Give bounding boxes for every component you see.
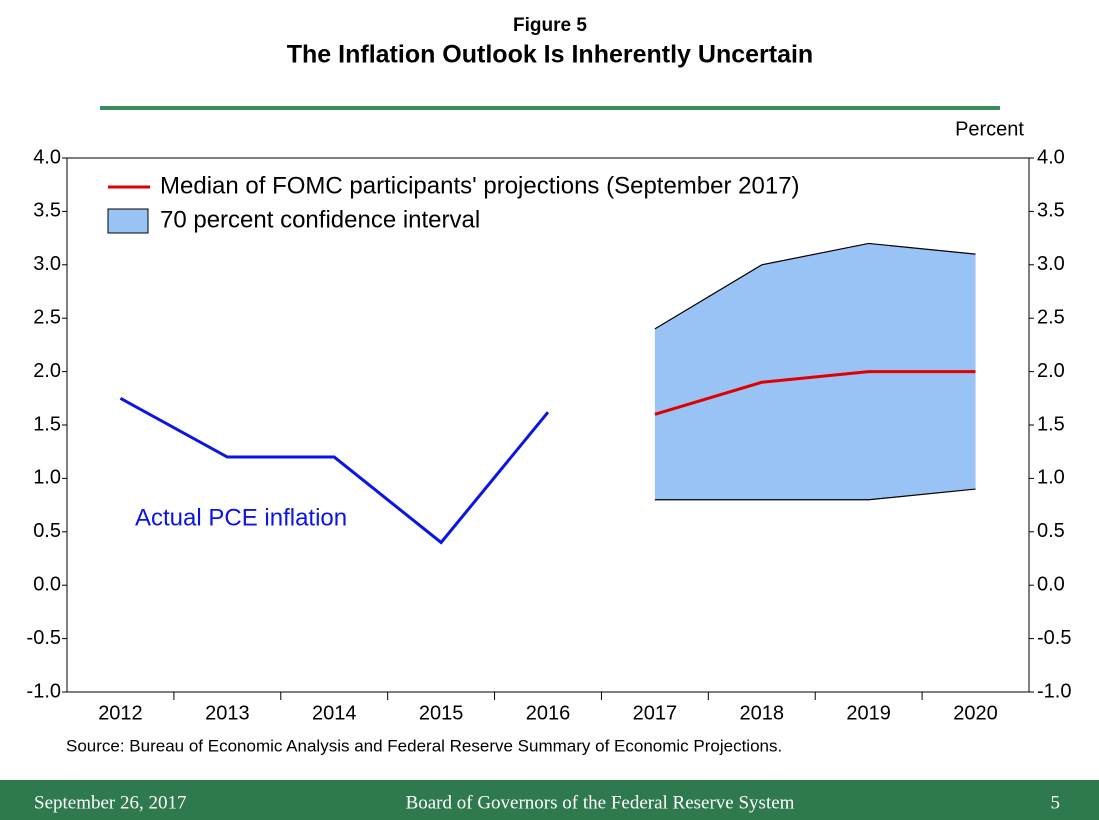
source-note: Source: Bureau of Economic Analysis and … xyxy=(66,736,782,755)
y-tick-label: 0.0 xyxy=(33,573,61,595)
y-tick-label: 0.5 xyxy=(33,520,61,542)
y2-tick-label: 1.0 xyxy=(1037,467,1065,489)
x-tick-label: 2015 xyxy=(419,702,464,724)
y-tick-label: 2.5 xyxy=(33,306,61,328)
footer-bar xyxy=(0,780,1099,820)
y2-tick-label: 1.5 xyxy=(1037,413,1065,435)
y2-tick-label: -0.5 xyxy=(1037,627,1071,649)
x-tick-label: 2020 xyxy=(953,702,998,724)
x-tick-label: 2018 xyxy=(740,702,785,724)
x-tick-label: 2016 xyxy=(526,702,571,724)
footer-date: September 26, 2017 xyxy=(34,792,187,813)
y2-tick-label: 2.5 xyxy=(1037,306,1065,328)
band-lower xyxy=(654,488,976,501)
x-tick-label: 2012 xyxy=(98,702,143,724)
x-tick-label: 2019 xyxy=(846,702,891,724)
legend-swatch xyxy=(107,208,149,234)
footer-page: 5 xyxy=(1051,792,1061,813)
y2-tick-label: 0.5 xyxy=(1037,520,1065,542)
y2-tick-label: -1.0 xyxy=(1037,680,1071,702)
y2-tick-label: 4.0 xyxy=(1037,146,1065,168)
legend-label: 70 percent confidence interval xyxy=(160,206,480,233)
chart-title: The Inflation Outlook Is Inherently Unce… xyxy=(287,41,813,69)
band-upper xyxy=(654,242,976,330)
y-tick-label: 2.0 xyxy=(33,360,61,382)
y2-tick-label: 3.0 xyxy=(1037,253,1065,275)
y-tick-label: 3.0 xyxy=(33,253,61,275)
y2-tick-label: 0.0 xyxy=(1037,573,1065,595)
x-tick-label: 2014 xyxy=(312,702,357,724)
y-unit: Percent xyxy=(955,118,1024,140)
y2-tick-label: 2.0 xyxy=(1037,360,1065,382)
series-line xyxy=(119,396,550,545)
y-tick-label: 3.5 xyxy=(33,200,61,222)
legend-label: Median of FOMC participants' projections… xyxy=(160,172,800,199)
figure-label: Figure 5 xyxy=(513,15,587,36)
y-tick-label: 1.0 xyxy=(33,467,61,489)
series-label: Actual PCE inflation xyxy=(135,504,347,531)
confidence-band xyxy=(654,243,976,500)
y2-tick-label: 3.5 xyxy=(1037,200,1065,222)
y-tick-label: 1.5 xyxy=(33,413,61,435)
y-tick-label: 4.0 xyxy=(33,146,61,168)
x-tick-label: 2017 xyxy=(633,702,678,724)
y-tick-label: -1.0 xyxy=(27,680,61,702)
footer-org: Board of Governors of the Federal Reserv… xyxy=(406,792,795,813)
y-tick-label: -0.5 xyxy=(27,627,61,649)
series-line xyxy=(654,370,976,416)
x-tick-label: 2013 xyxy=(205,702,250,724)
